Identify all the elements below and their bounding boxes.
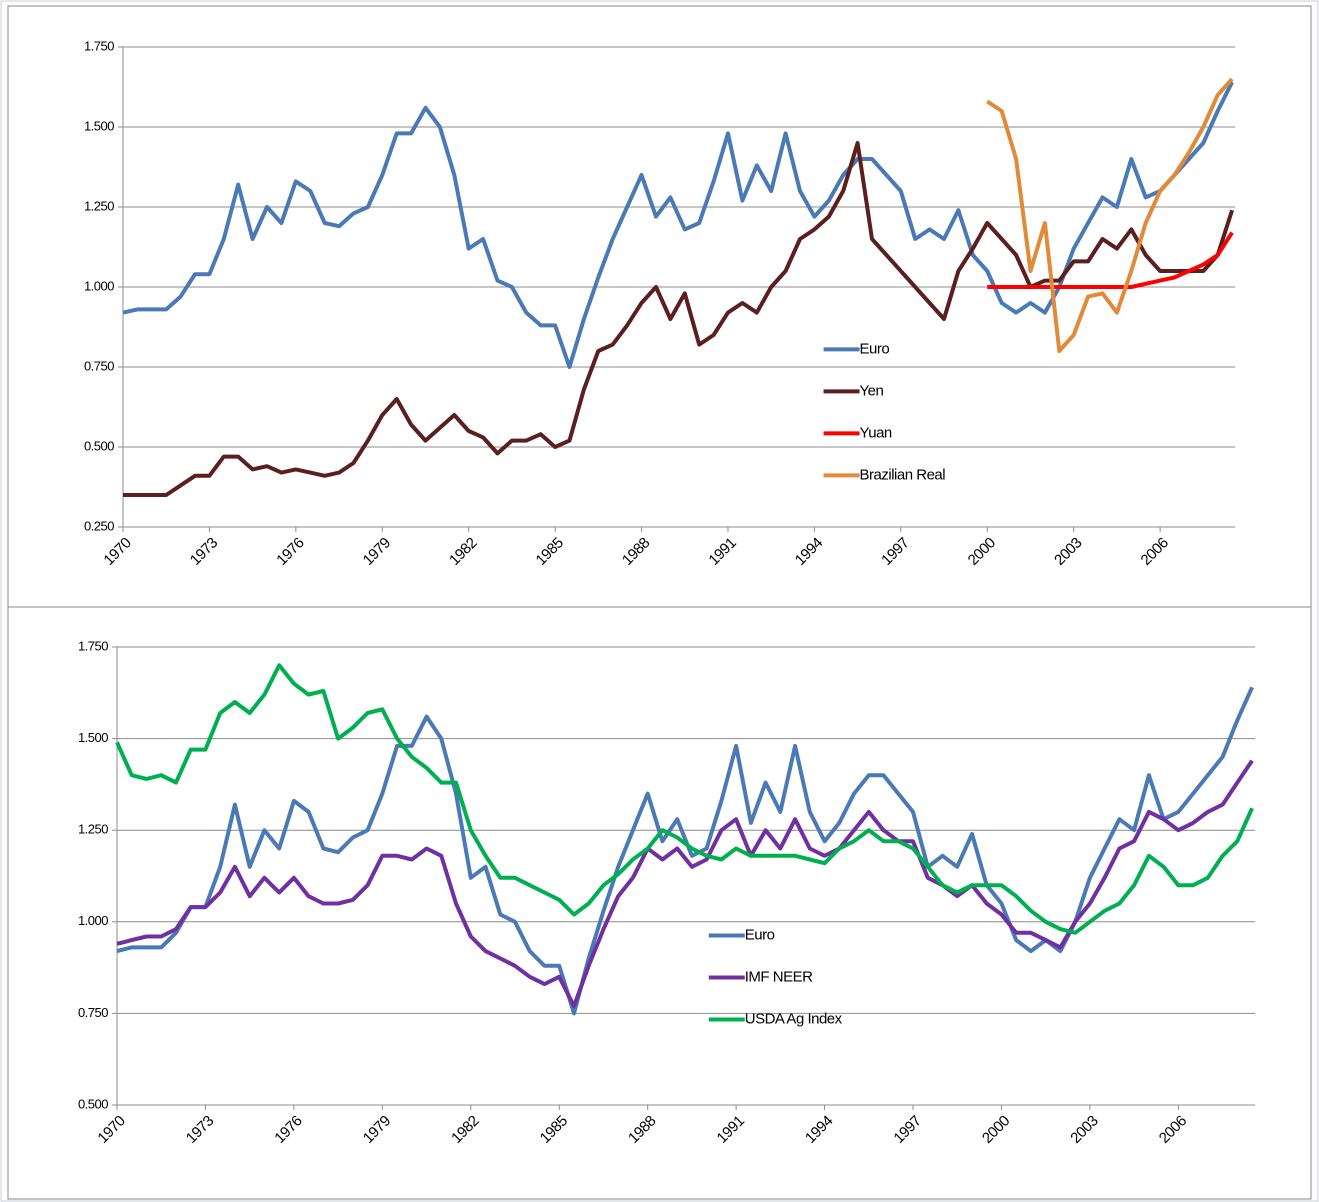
y-tick-label: 1.000 bbox=[78, 913, 108, 928]
legend-label: USDA Ag Index bbox=[745, 1011, 843, 1028]
series-line bbox=[987, 231, 1234, 289]
series-line bbox=[123, 141, 1235, 497]
y-tick-label: 1.250 bbox=[78, 822, 108, 837]
y-tick-label: 1.750 bbox=[84, 38, 114, 53]
legend-label: IMF NEER bbox=[745, 969, 813, 986]
series-lines bbox=[122, 77, 1235, 497]
y-tick-label: 1.250 bbox=[84, 198, 114, 213]
series-lines bbox=[115, 663, 1254, 1016]
y-tick-label: 0.500 bbox=[78, 1096, 108, 1111]
series-line bbox=[116, 759, 1254, 1009]
y-tick-label: 1.500 bbox=[84, 118, 114, 133]
series-line bbox=[115, 663, 1254, 935]
chart-panel bbox=[7, 5, 1312, 608]
y-tick-label: 0.250 bbox=[84, 518, 114, 533]
y-tick-label: 0.750 bbox=[78, 1005, 108, 1020]
y-tick-label: 0.750 bbox=[84, 358, 114, 373]
series-line bbox=[986, 77, 1234, 353]
y-tick-label: 1.000 bbox=[84, 278, 114, 293]
y-tick-label: 1.500 bbox=[78, 730, 108, 745]
y-tick-label: 1.750 bbox=[78, 638, 108, 653]
legend-label: Euro bbox=[745, 927, 775, 944]
legend-label: Yen bbox=[860, 382, 884, 399]
legend-label: Brazilian Real bbox=[860, 466, 946, 483]
legend-label: Yuan bbox=[860, 424, 892, 441]
series-line bbox=[122, 81, 1234, 369]
y-tick-label: 0.500 bbox=[84, 438, 114, 453]
chart-panel bbox=[7, 606, 1312, 1200]
legend-label: Euro bbox=[860, 340, 890, 357]
